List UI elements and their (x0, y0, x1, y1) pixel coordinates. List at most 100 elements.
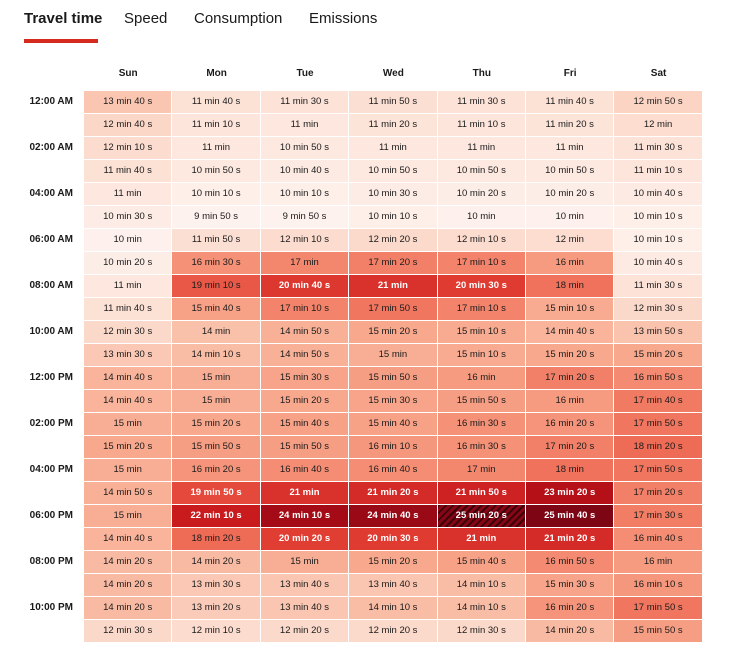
heatmap-cell[interactable]: 11 min 10 s (437, 114, 526, 137)
heatmap-cell[interactable]: 11 min 10 s (172, 114, 261, 137)
heatmap-cell[interactable]: 15 min (172, 367, 261, 390)
heatmap-cell[interactable]: 15 min 20 s (349, 551, 438, 574)
heatmap-cell[interactable]: 15 min (84, 459, 173, 482)
heatmap-cell[interactable]: 12 min 10 s (84, 137, 173, 160)
heatmap-cell[interactable]: 15 min 10 s (437, 321, 526, 344)
heatmap-cell[interactable]: 12 min 10 s (260, 229, 350, 252)
heatmap-cell[interactable]: 14 min 40 s (84, 390, 173, 413)
heatmap-cell[interactable]: 15 min 30 s (260, 367, 350, 390)
heatmap-cell[interactable]: 11 min 30 s (437, 91, 526, 114)
heatmap-cell[interactable]: 16 min (526, 390, 615, 413)
heatmap-cell[interactable]: 11 min 30 s (614, 137, 703, 160)
heatmap-cell[interactable]: 10 min (84, 229, 173, 252)
heatmap-cell[interactable]: 22 min 10 s (172, 505, 261, 528)
heatmap-cell[interactable]: 12 min 10 s (172, 620, 261, 643)
heatmap-cell[interactable]: 17 min 50 s (614, 413, 703, 436)
heatmap-cell[interactable]: 14 min 40 s (84, 528, 173, 551)
heatmap-cell[interactable]: 25 min 20 s (437, 505, 526, 528)
heatmap-cell[interactable]: 10 min 50 s (526, 160, 615, 183)
heatmap-cell[interactable]: 17 min 20 s (526, 436, 615, 459)
heatmap-cell[interactable]: 15 min 50 s (172, 436, 261, 459)
heatmap-cell[interactable]: 15 min 50 s (437, 390, 526, 413)
heatmap-cell[interactable]: 16 min 50 s (526, 551, 615, 574)
heatmap-cell[interactable]: 17 min 20 s (526, 367, 615, 390)
heatmap-cell[interactable]: 15 min (84, 505, 173, 528)
heatmap-cell[interactable]: 14 min 50 s (260, 344, 350, 367)
heatmap-cell[interactable]: 15 min 30 s (349, 390, 438, 413)
heatmap-cell[interactable]: 18 min 20 s (614, 436, 703, 459)
heatmap-cell[interactable]: 16 min 50 s (614, 367, 703, 390)
heatmap-cell[interactable]: 11 min (260, 114, 350, 137)
heatmap-cell[interactable]: 11 min 50 s (172, 229, 261, 252)
heatmap-cell[interactable]: 15 min 20 s (84, 436, 173, 459)
heatmap-cell[interactable]: 12 min (526, 229, 615, 252)
heatmap-cell[interactable]: 23 min 20 s (526, 482, 615, 505)
heatmap-cell[interactable]: 17 min (260, 252, 350, 275)
heatmap-cell[interactable]: 10 min 50 s (172, 160, 261, 183)
heatmap-cell[interactable]: 14 min 10 s (349, 597, 438, 620)
heatmap-cell[interactable]: 24 min 10 s (260, 505, 350, 528)
heatmap-cell[interactable]: 17 min (437, 459, 526, 482)
heatmap-cell[interactable]: 17 min 50 s (614, 597, 703, 620)
heatmap-cell[interactable]: 14 min 20 s (172, 551, 261, 574)
heatmap-cell[interactable]: 11 min 20 s (526, 114, 615, 137)
heatmap-cell[interactable]: 12 min 50 s (614, 91, 703, 114)
heatmap-cell[interactable]: 12 min 30 s (84, 620, 173, 643)
heatmap-cell[interactable]: 21 min (260, 482, 350, 505)
heatmap-cell[interactable]: 17 min 30 s (614, 505, 703, 528)
heatmap-cell[interactable]: 18 min 20 s (172, 528, 261, 551)
heatmap-cell[interactable]: 10 min 50 s (437, 160, 526, 183)
heatmap-cell[interactable]: 15 min 10 s (437, 344, 526, 367)
heatmap-cell[interactable]: 12 min 20 s (260, 620, 350, 643)
heatmap-cell[interactable]: 12 min 40 s (84, 114, 173, 137)
heatmap-cell[interactable]: 11 min 40 s (172, 91, 261, 114)
heatmap-cell[interactable]: 16 min 20 s (172, 459, 261, 482)
heatmap-cell[interactable]: 10 min 50 s (349, 160, 438, 183)
heatmap-cell[interactable]: 14 min (172, 321, 261, 344)
heatmap-cell[interactable]: 18 min (526, 459, 615, 482)
heatmap-cell[interactable]: 16 min 10 s (614, 574, 703, 597)
heatmap-cell[interactable]: 15 min 50 s (614, 620, 703, 643)
heatmap-cell[interactable]: 11 min 30 s (614, 275, 703, 298)
tab-speed[interactable]: Speed (124, 10, 168, 27)
heatmap-cell[interactable]: 15 min (84, 413, 173, 436)
heatmap-cell[interactable]: 20 min 30 s (437, 275, 526, 298)
heatmap-cell[interactable]: 15 min 20 s (526, 344, 615, 367)
heatmap-cell[interactable]: 11 min (84, 183, 173, 206)
heatmap-cell[interactable]: 11 min 20 s (349, 114, 438, 137)
heatmap-cell[interactable]: 11 min (437, 137, 526, 160)
heatmap-cell[interactable]: 14 min 10 s (437, 597, 526, 620)
heatmap-cell[interactable]: 25 min 40 s (526, 505, 615, 528)
heatmap-cell[interactable]: 10 min 20 s (84, 252, 173, 275)
heatmap-cell[interactable]: 19 min 50 s (172, 482, 261, 505)
heatmap-cell[interactable]: 17 min 50 s (614, 459, 703, 482)
heatmap-cell[interactable]: 15 min 20 s (614, 344, 703, 367)
heatmap-cell[interactable]: 13 min 40 s (349, 574, 438, 597)
heatmap-cell[interactable]: 10 min 10 s (260, 183, 350, 206)
heatmap-cell[interactable]: 21 min (349, 275, 438, 298)
heatmap-cell[interactable]: 11 min (84, 275, 173, 298)
heatmap-cell[interactable]: 15 min 10 s (526, 298, 615, 321)
heatmap-cell[interactable]: 16 min (614, 551, 703, 574)
heatmap-cell[interactable]: 16 min (437, 367, 526, 390)
heatmap-cell[interactable]: 10 min 20 s (437, 183, 526, 206)
heatmap-cell[interactable]: 14 min 50 s (84, 482, 173, 505)
heatmap-cell[interactable]: 11 min 10 s (614, 160, 703, 183)
heatmap-cell[interactable]: 12 min 30 s (84, 321, 173, 344)
heatmap-cell[interactable]: 15 min 20 s (349, 321, 438, 344)
heatmap-cell[interactable]: 11 min 40 s (84, 298, 173, 321)
heatmap-cell[interactable]: 13 min 30 s (84, 344, 173, 367)
heatmap-cell[interactable]: 10 min 10 s (172, 183, 261, 206)
heatmap-cell[interactable]: 16 min (526, 252, 615, 275)
heatmap-cell[interactable]: 15 min (349, 344, 438, 367)
heatmap-cell[interactable]: 12 min 30 s (437, 620, 526, 643)
heatmap-cell[interactable]: 10 min 40 s (614, 252, 703, 275)
heatmap-cell[interactable]: 10 min 30 s (84, 206, 173, 229)
heatmap-cell[interactable]: 10 min 40 s (614, 183, 703, 206)
heatmap-cell[interactable]: 17 min 40 s (614, 390, 703, 413)
heatmap-cell[interactable]: 12 min 20 s (349, 229, 438, 252)
heatmap-cell[interactable]: 21 min 20 s (349, 482, 438, 505)
heatmap-cell[interactable]: 13 min 50 s (614, 321, 703, 344)
heatmap-cell[interactable]: 17 min 20 s (614, 482, 703, 505)
heatmap-cell[interactable]: 16 min 40 s (614, 528, 703, 551)
